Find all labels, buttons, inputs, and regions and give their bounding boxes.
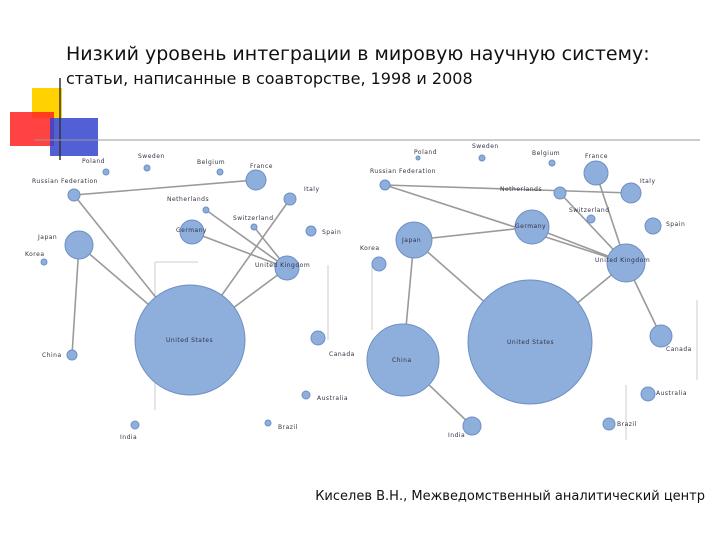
edge bbox=[73, 179, 257, 196]
node bbox=[620, 182, 642, 204]
node bbox=[395, 221, 433, 259]
edge bbox=[71, 244, 80, 356]
node-label: Netherlands bbox=[500, 186, 542, 193]
networks: Poland Sweden Belgium France Italy Russian Fe… bbox=[25, 143, 698, 441]
node bbox=[283, 192, 297, 206]
node-label: United Kingdom bbox=[595, 257, 650, 264]
node-label: Belgium bbox=[197, 159, 225, 166]
node-label: United Kingdom bbox=[255, 262, 310, 269]
edge bbox=[384, 184, 627, 264]
node-label: Sweden bbox=[138, 153, 165, 160]
node-label: Germany bbox=[515, 223, 546, 230]
node bbox=[64, 230, 94, 260]
node-label: United States bbox=[507, 339, 554, 346]
title-line: статьи, написанные в соавторстве, 1998 и… bbox=[66, 69, 473, 88]
node bbox=[305, 225, 317, 237]
node-label: France bbox=[250, 163, 273, 170]
node bbox=[274, 255, 300, 281]
edge bbox=[191, 231, 288, 269]
node bbox=[548, 159, 556, 167]
node bbox=[130, 420, 140, 430]
node-label: India bbox=[448, 432, 465, 439]
node bbox=[102, 168, 110, 176]
node-label: Germany bbox=[176, 227, 207, 234]
node bbox=[66, 349, 78, 361]
node bbox=[649, 324, 673, 348]
node-label: Russian Federation bbox=[370, 168, 436, 175]
node-label: United States bbox=[166, 337, 213, 344]
node bbox=[67, 188, 81, 202]
node bbox=[478, 154, 486, 162]
node-label: Switzerland bbox=[569, 207, 610, 214]
node bbox=[640, 386, 656, 402]
node bbox=[245, 169, 267, 191]
node bbox=[514, 209, 550, 245]
node bbox=[586, 214, 596, 224]
node bbox=[250, 223, 258, 231]
node bbox=[379, 179, 391, 191]
node-label: Italy bbox=[304, 186, 320, 193]
node-label: Korea bbox=[25, 251, 45, 258]
node-label: Switzerland bbox=[233, 215, 274, 222]
node bbox=[415, 155, 421, 161]
node bbox=[264, 419, 272, 427]
node bbox=[371, 256, 387, 272]
edge bbox=[384, 184, 632, 194]
node-label: Brazil bbox=[617, 421, 637, 428]
node bbox=[553, 186, 567, 200]
node-label: Korea bbox=[360, 245, 380, 252]
node-label: Poland bbox=[82, 158, 105, 165]
node-label: Sweden bbox=[472, 143, 499, 150]
node-label: Japan bbox=[401, 237, 421, 244]
node bbox=[644, 217, 662, 235]
node-label: India bbox=[120, 434, 137, 441]
node bbox=[301, 390, 311, 400]
node-label: China bbox=[42, 352, 62, 359]
node-label: Spain bbox=[322, 229, 341, 236]
node bbox=[179, 219, 205, 245]
node bbox=[310, 330, 326, 346]
node bbox=[606, 243, 646, 283]
deco-square bbox=[50, 118, 98, 156]
node bbox=[467, 279, 593, 405]
node bbox=[143, 164, 151, 172]
footer: Киселев В.Н., Межведомственный аналитиче… bbox=[315, 489, 705, 504]
node-label: Canada bbox=[666, 346, 692, 353]
node-label: Canada bbox=[329, 351, 355, 358]
node bbox=[134, 284, 246, 396]
deco-square bbox=[10, 112, 54, 146]
node bbox=[366, 323, 440, 397]
node bbox=[602, 417, 616, 431]
node-label: Spain bbox=[666, 221, 685, 228]
title-line: Низкий уровень интеграции в мировую науч… bbox=[66, 43, 650, 65]
node-label: Belgium bbox=[532, 150, 560, 157]
node bbox=[216, 168, 224, 176]
node-label: Netherlands bbox=[167, 196, 209, 203]
node-label: Italy bbox=[640, 178, 656, 185]
node-label: China bbox=[392, 357, 412, 364]
node bbox=[202, 206, 210, 214]
node-label: Russian Federation bbox=[32, 178, 98, 185]
node bbox=[40, 258, 48, 266]
node-label: Japan bbox=[37, 234, 57, 241]
node-label: France bbox=[585, 153, 608, 160]
node bbox=[583, 160, 609, 186]
edge bbox=[413, 226, 533, 241]
node-label: Australia bbox=[317, 395, 348, 402]
edge bbox=[205, 209, 288, 269]
node-label: Poland bbox=[414, 149, 437, 156]
node-label: Australia bbox=[656, 390, 687, 397]
node-label: Brazil bbox=[278, 424, 298, 431]
node bbox=[462, 416, 482, 436]
